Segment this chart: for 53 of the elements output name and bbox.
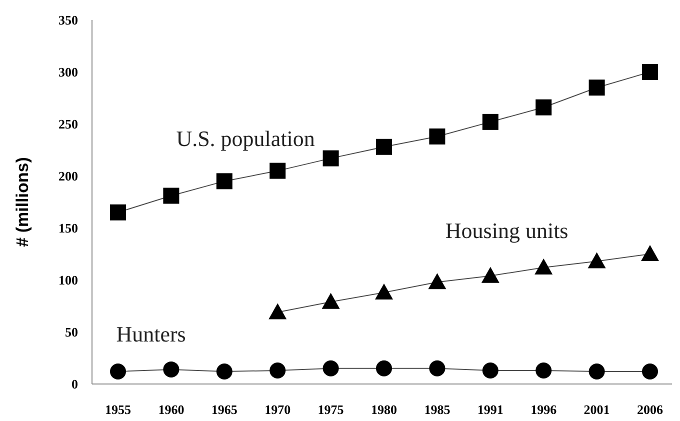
point [641, 245, 659, 261]
series-label: U.S. population [176, 126, 315, 151]
series-label: Hunters [116, 321, 186, 346]
y-tick-label: 300 [58, 64, 78, 80]
point [376, 360, 392, 376]
point [322, 292, 340, 309]
point [376, 138, 392, 155]
point [429, 360, 446, 376]
point [642, 64, 658, 80]
point [268, 303, 287, 320]
point [322, 150, 339, 166]
point [536, 362, 552, 378]
point [163, 188, 180, 204]
x-tick-label: 2001 [584, 402, 610, 417]
point [216, 364, 232, 380]
y-axis-title: # (millions) [13, 157, 32, 247]
point [588, 252, 606, 268]
x-tick-label: 1991 [477, 402, 504, 417]
y-tick-label: 200 [58, 168, 78, 184]
series-label: Housing units [445, 218, 568, 243]
x-tick-label: 1980 [371, 402, 397, 417]
x-tick-label: 1955 [105, 402, 132, 417]
point [110, 204, 126, 220]
point [163, 361, 180, 378]
point [322, 360, 339, 376]
point [216, 173, 232, 190]
point [534, 258, 553, 275]
point [588, 364, 605, 380]
point [482, 114, 498, 130]
point [642, 364, 658, 380]
x-tick-label: 1985 [424, 402, 451, 417]
x-tick-label: 1970 [264, 402, 291, 417]
y-tick-label: 150 [58, 220, 78, 236]
x-tick-label: 1965 [211, 402, 238, 417]
point [375, 283, 393, 300]
y-tick-label: 50 [65, 324, 78, 340]
x-tick-label: 1960 [158, 402, 184, 417]
point [481, 266, 500, 283]
x-tick-label: 1996 [530, 402, 558, 417]
x-tick-label: 2006 [637, 402, 664, 417]
point [588, 80, 605, 96]
point [428, 273, 446, 290]
point [482, 362, 498, 378]
y-tick-label: 350 [58, 12, 78, 28]
point [429, 128, 446, 144]
point [270, 362, 286, 378]
point [536, 99, 552, 116]
point [270, 162, 286, 179]
y-tick-label: 250 [58, 116, 78, 132]
y-tick-label: 100 [58, 272, 78, 288]
y-tick-label: 0 [72, 376, 78, 392]
x-tick-label: 1975 [318, 402, 344, 417]
point [110, 364, 126, 380]
